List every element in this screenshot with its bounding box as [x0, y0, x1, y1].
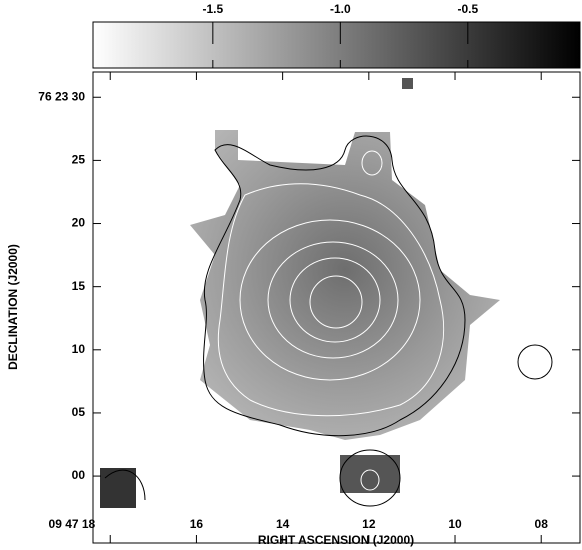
- image: [100, 78, 553, 508]
- contour: [239, 219, 421, 381]
- y-tick-label: 25: [72, 153, 86, 167]
- contour: [217, 183, 445, 417]
- contour: [361, 150, 383, 176]
- y-tick-label: 05: [72, 405, 86, 419]
- colorbar-tick-label: -1.5: [202, 2, 223, 16]
- emission: [190, 130, 500, 440]
- emission: [100, 468, 136, 508]
- beam: [517, 344, 553, 380]
- contour: [289, 257, 381, 343]
- y-axis-label: DECLINATION (J2000): [6, 244, 20, 370]
- colorbar-tick-label: -0.5: [457, 2, 478, 16]
- contour: [360, 469, 380, 491]
- x-tick-label: 16: [190, 517, 204, 531]
- emission: [340, 455, 400, 493]
- contour: [203, 135, 466, 437]
- contour: [104, 469, 146, 501]
- x-tick-label: 08: [535, 517, 549, 531]
- plot-frame: [92, 71, 581, 544]
- y-tick-label: 15: [72, 279, 86, 293]
- y-tick-label: 00: [72, 468, 86, 482]
- emission: [402, 78, 413, 89]
- x-tick-label: 14: [276, 517, 290, 531]
- contour: [339, 449, 401, 507]
- colorbar: [92, 21, 581, 69]
- colorbar-tick-label: -1.0: [330, 2, 351, 16]
- y-tick-label: 10: [72, 342, 86, 356]
- contour: [267, 241, 399, 359]
- x-tick-label: 10: [448, 517, 462, 531]
- x-tick-label: 09 47 18: [49, 517, 96, 531]
- x-axis-label: RIGHT ASCENSION (J2000): [258, 533, 414, 547]
- y-tick-label: 76 23 30: [38, 89, 85, 103]
- x-tick-label: 12: [362, 517, 376, 531]
- y-tick-label: 20: [72, 216, 86, 230]
- contour: [309, 275, 363, 329]
